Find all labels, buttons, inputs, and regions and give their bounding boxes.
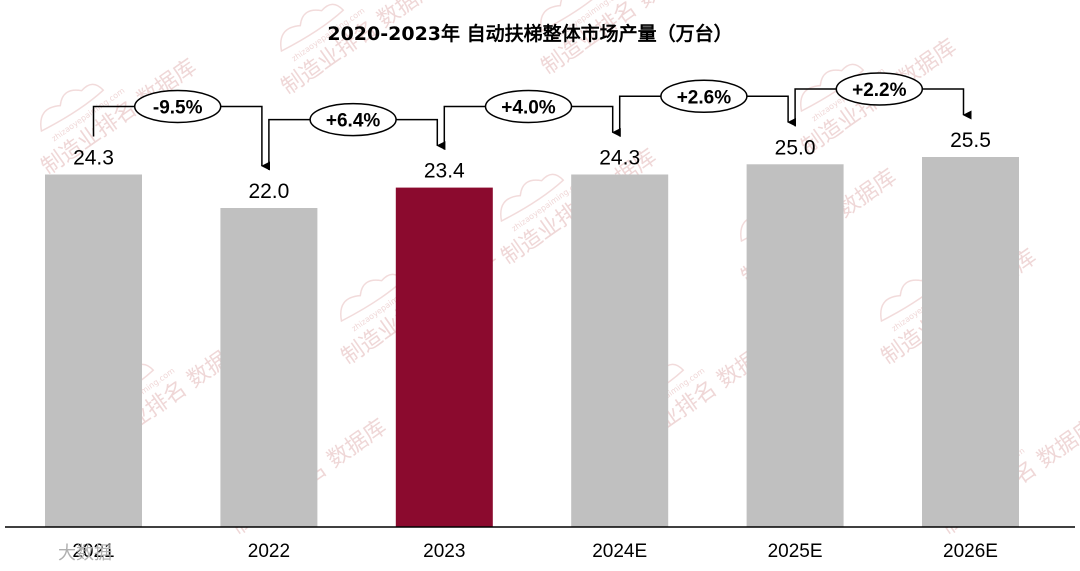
growth-annotation: +2.2% (794, 72, 972, 127)
value-label: 24.3 (599, 146, 640, 169)
growth-label: +2.2% (852, 80, 907, 101)
growth-bubble (835, 72, 924, 106)
growth-annotation: -9.5% (92, 89, 270, 171)
footer-mark: 大数据 (58, 543, 112, 564)
growth-label: -9.5% (153, 97, 203, 118)
category-label: 2023 (423, 541, 465, 562)
category-label: 2026E (943, 541, 998, 562)
value-label: 22.0 (248, 180, 289, 203)
bars-group: 24.3 22.0 23.4 24.3 25.0 25.5 (45, 129, 1019, 528)
chart-title: 2020-2023年 自动扶梯整体市场产量（万台） (327, 22, 732, 45)
category-labels: 2021 2022 2023 2024E 2025E 2026E (72, 541, 998, 562)
growth-annotations: -9.5% +6.4% +4.0% +2.6% +2.2% (92, 72, 972, 171)
bar-2024E (571, 174, 669, 527)
bar-2023 (395, 187, 493, 527)
category-label: 2024E (592, 541, 647, 562)
category-label: 2021 (72, 541, 114, 562)
growth-label: +4.0% (501, 97, 556, 118)
bar-2021 (45, 174, 142, 527)
growth-bubble (660, 79, 748, 114)
value-label: 25.5 (950, 129, 991, 152)
category-label: 2025E (768, 541, 823, 562)
growth-label: +6.4% (326, 111, 381, 132)
bar-2026E (922, 157, 1019, 527)
category-label: 2022 (248, 541, 290, 562)
growth-label: +2.6% (677, 87, 732, 108)
growth-bubble (133, 89, 222, 124)
growth-bubble (484, 89, 573, 124)
bar-2025E (746, 164, 844, 528)
value-label: 25.0 (775, 136, 816, 159)
bar-2022 (220, 208, 318, 527)
value-label: 23.4 (424, 160, 465, 183)
growth-annotation: +2.6% (618, 79, 797, 137)
growth-annotation: +4.0% (443, 89, 621, 150)
growth-annotation: +6.4% (268, 102, 446, 170)
value-label: 24.3 (73, 146, 114, 169)
growth-bubble (309, 102, 397, 137)
